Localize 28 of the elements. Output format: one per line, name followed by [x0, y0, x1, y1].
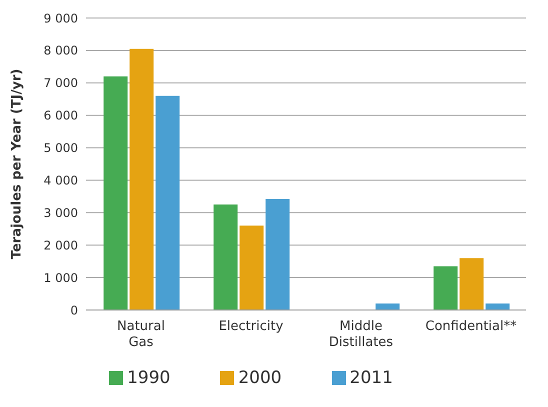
y-tick-label: 3 000 [44, 206, 78, 220]
x-tick-label: Confidential** [425, 319, 518, 334]
y-tick-label: 8 000 [44, 44, 78, 58]
legend-label: 2011 [350, 368, 393, 388]
x-tick-label: Middle Distillates [328, 319, 394, 350]
bar [486, 304, 510, 310]
bar [434, 266, 458, 310]
y-tick-label: 1 000 [44, 270, 78, 285]
x-tick-label: Natural Gas [117, 319, 165, 350]
y-tick-label: 9 000 [44, 11, 78, 26]
y-tick-label: 4 000 [44, 173, 78, 188]
y-axis-title: Terajoules per Year (TJ/yr) [10, 68, 25, 260]
bar [156, 96, 180, 310]
y-tick-label: 6 000 [44, 108, 78, 123]
legend-label: 1990 [127, 368, 170, 388]
bar [460, 258, 484, 310]
bar [104, 76, 128, 310]
y-tick-label: 5 000 [44, 141, 78, 156]
bar [266, 199, 290, 310]
bar [376, 304, 400, 310]
y-tick-label: 2 000 [44, 238, 78, 252]
bar [130, 48, 154, 310]
bar [214, 204, 238, 310]
bar [240, 226, 264, 310]
y-tick-label: 7 000 [44, 76, 78, 90]
legend-label: 2000 [238, 368, 282, 388]
y-tick-label: 0 [70, 303, 78, 318]
x-tick-label: Electricity [218, 319, 284, 334]
